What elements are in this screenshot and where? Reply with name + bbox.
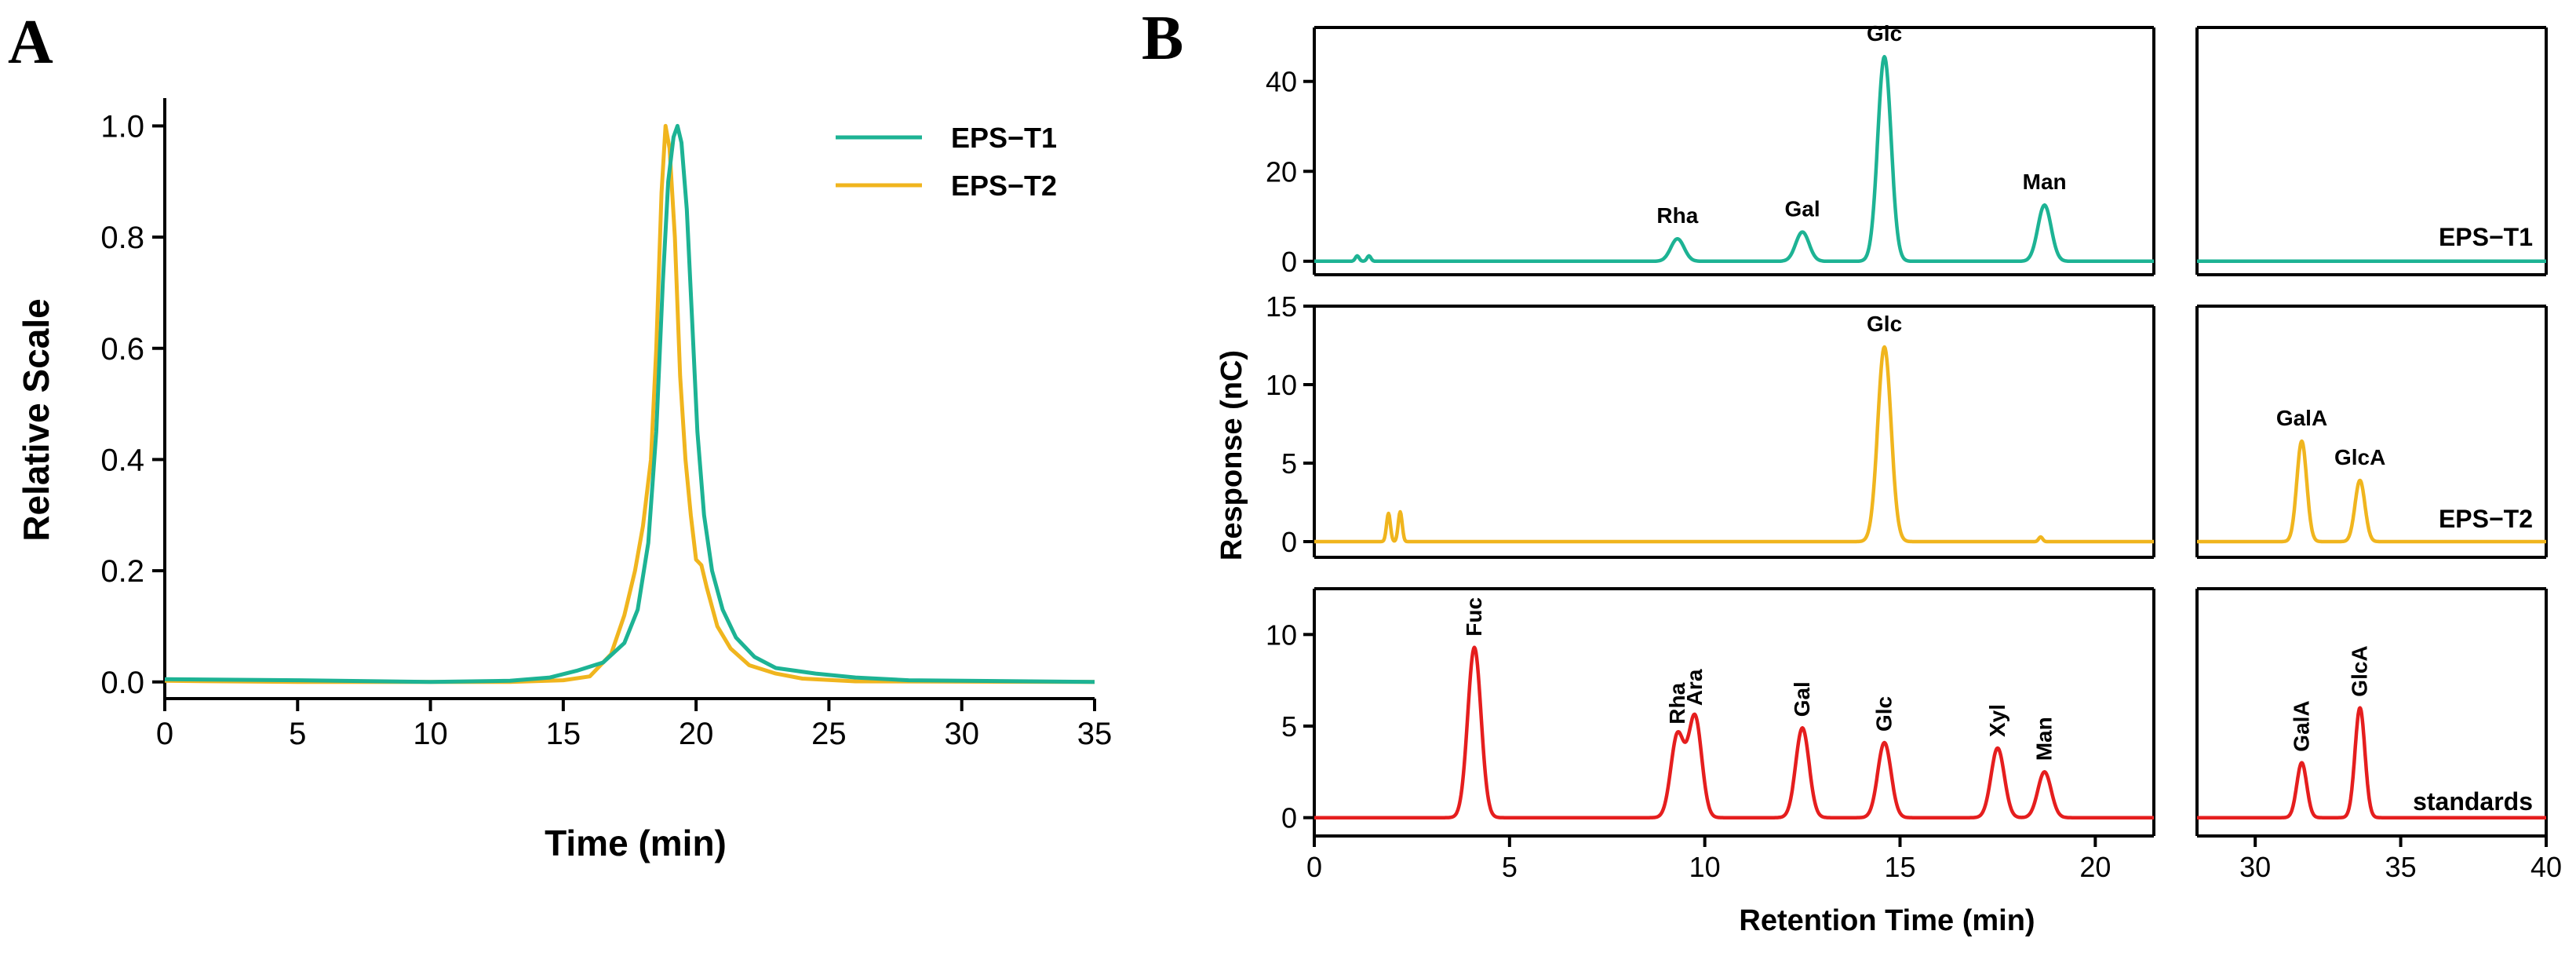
x-tick-label-b: 10	[1689, 851, 1721, 883]
y-axis-title-b: Response (nC)	[1215, 350, 1248, 560]
chart-b: Response (nC) Retention Time (min) 0 20 40…	[1215, 21, 2562, 937]
x-tick-label-a: 25	[811, 717, 847, 751]
subplot-eps-t1: 0 20 40 Rha Gal Glc Man EPS−T1	[1266, 21, 2548, 278]
x-tick-label-a: 5	[289, 717, 306, 751]
peak-label-glc: Glc	[1872, 696, 1896, 732]
x-tick-label-a: 10	[413, 717, 448, 751]
trace-eps-t2-right	[2195, 439, 2548, 544]
y-tick-label-b: 0	[1281, 526, 1297, 558]
y-tick-label-b: 10	[1266, 369, 1297, 401]
y-tick-label-a: 0.2	[100, 554, 144, 589]
y-tick-label-b: 5	[1281, 447, 1297, 480]
y-tick-label-b: 5	[1281, 710, 1297, 743]
y-tick-label-b: 0	[1281, 802, 1297, 834]
x-tick-label-b: 5	[1502, 851, 1518, 883]
y-tick-label-a: 0.8	[100, 221, 144, 255]
peak-label-rha: Rha	[1665, 682, 1689, 724]
legend-a: EPS−T1 EPS−T2	[836, 122, 1057, 202]
subplot-eps-t2: 0 5 10 15 Glc GalA GlcA EPS−T2	[1266, 290, 2548, 559]
x-axis-title-a: Time (min)	[545, 823, 727, 863]
trace-eps-t2-left	[1313, 345, 2155, 544]
peak-label-ara: Ara	[1682, 669, 1707, 706]
peak-label-rha: Rha	[1656, 203, 1698, 228]
y-tick-label-b: 40	[1266, 66, 1297, 98]
peak-label-glc: Glc	[1867, 21, 1902, 46]
y-tick-label-b: 10	[1266, 619, 1297, 651]
x-axis-title-b: Retention Time (min)	[1739, 904, 2035, 937]
peak-label-man: Man	[2023, 170, 2067, 194]
trace-label-eps-t1: EPS−T1	[2439, 223, 2533, 251]
chart-a: Relative Scale Time (min) 0 5 10 15 20 25 30 35…	[16, 98, 1112, 863]
peak-label-fuc: Fuc	[1462, 597, 1486, 637]
panel-label-b: B	[1142, 4, 1183, 73]
x-tick-label-b: 35	[2385, 851, 2417, 883]
x-tick-label-b: 40	[2530, 851, 2562, 883]
x-tick-label-a: 30	[944, 717, 979, 751]
trace-standards-left	[1313, 645, 2155, 819]
panel-label-a: A	[8, 8, 53, 77]
peak-label-man: Man	[2032, 717, 2057, 761]
x-tick-label-b: 30	[2239, 851, 2271, 883]
series-line-eps-t2	[164, 123, 1095, 684]
peak-label-gala: GalA	[2276, 406, 2327, 430]
x-tick-label-a: 0	[156, 717, 173, 751]
peak-label-gala: GalA	[2290, 700, 2314, 751]
trace-eps-t1-left	[1313, 54, 2155, 264]
y-tick-label-a: 1.0	[100, 109, 144, 144]
x-tick-label-a: 35	[1077, 717, 1113, 751]
peak-label-gal: Gal	[1785, 197, 1820, 221]
y-tick-label-a: 0.4	[100, 443, 144, 477]
y-tick-label-b: 0	[1281, 246, 1297, 278]
trace-standards-right	[2195, 706, 2548, 819]
legend-label-eps-t1: EPS−T1	[951, 122, 1057, 154]
trace-label-standards: standards	[2413, 787, 2533, 816]
y-tick-label-a: 0.0	[100, 666, 144, 700]
series-line-eps-t1	[164, 123, 1095, 684]
x-tick-label-a: 20	[679, 717, 714, 751]
x-tick-label-b: 15	[1884, 851, 1915, 883]
legend-label-eps-t2: EPS−T2	[951, 170, 1057, 202]
x-tick-label-b: 20	[2079, 851, 2111, 883]
peak-label-xyl: Xyl	[1985, 704, 2009, 737]
peak-label-gal: Gal	[1790, 681, 1814, 717]
y-tick-label-b: 15	[1266, 290, 1297, 323]
peak-label-glca: GlcA	[2334, 445, 2385, 469]
x-tick-label-a: 15	[546, 717, 581, 751]
y-axis-title-a: Relative Scale	[16, 298, 56, 541]
trace-label-eps-t2: EPS−T2	[2439, 505, 2533, 533]
peak-label-glca: GlcA	[2348, 645, 2372, 696]
y-tick-label-b: 20	[1266, 155, 1297, 188]
x-tick-label-b: 0	[1306, 851, 1322, 883]
peak-label-glc: Glc	[1867, 312, 1902, 336]
y-tick-label-a: 0.6	[100, 332, 144, 367]
